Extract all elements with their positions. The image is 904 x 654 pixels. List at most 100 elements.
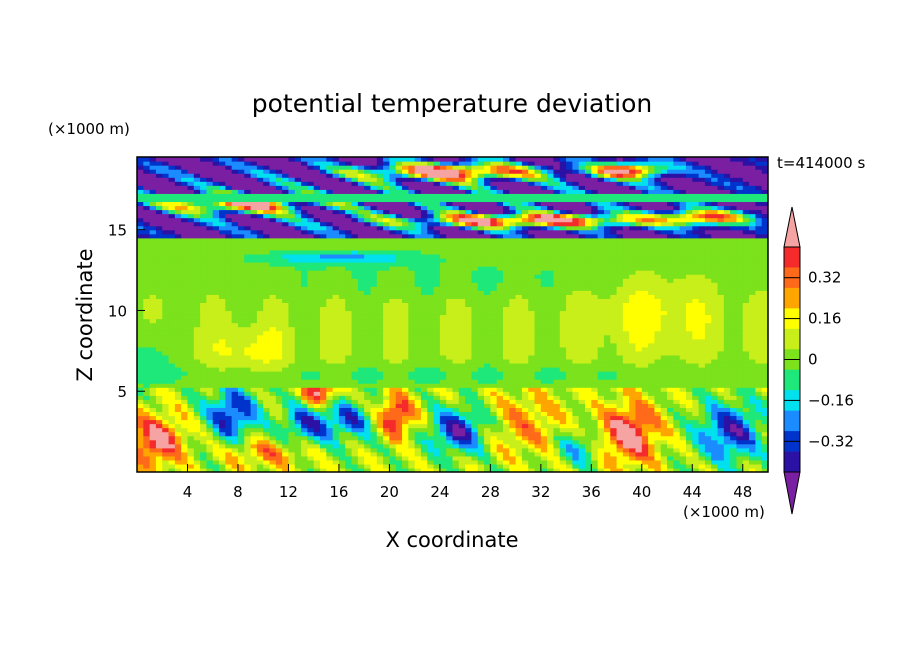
contour-cell xyxy=(502,346,510,352)
contour-cell xyxy=(547,407,555,413)
contour-cell xyxy=(446,298,454,303)
contour-cell xyxy=(237,447,245,453)
contour-cell xyxy=(484,342,491,348)
contour-cell xyxy=(395,274,403,279)
contour-cell xyxy=(755,439,763,445)
contour-cell xyxy=(414,435,422,441)
contour-cell xyxy=(193,282,201,287)
contour-cell xyxy=(137,423,144,429)
contour-cell xyxy=(275,286,283,291)
contour-cell xyxy=(402,322,409,328)
contour-cell xyxy=(553,439,561,445)
contour-cell xyxy=(616,286,624,291)
contour-cell xyxy=(168,383,176,388)
contour-cell xyxy=(326,322,334,328)
contour-cell xyxy=(667,294,674,299)
contour-cell xyxy=(427,439,435,445)
contour-cell xyxy=(275,367,283,372)
contour-cell xyxy=(534,371,542,376)
contour-cell xyxy=(534,314,542,320)
contour-cell xyxy=(616,459,624,465)
contour-cell xyxy=(294,463,302,469)
contour-cell xyxy=(749,298,756,303)
contour-cell xyxy=(540,274,548,279)
contour-cell xyxy=(515,358,523,364)
contour-cell xyxy=(162,427,170,433)
contour-cell xyxy=(553,407,561,413)
contour-cell xyxy=(414,395,422,400)
contour-cell xyxy=(496,358,504,364)
contour-cell xyxy=(521,395,529,400)
contour-cell xyxy=(206,302,214,308)
contour-cell xyxy=(704,282,712,287)
contour-cell xyxy=(181,306,189,312)
contour-cell xyxy=(585,443,592,449)
contour-cell xyxy=(294,362,302,368)
contour-cell xyxy=(673,326,681,332)
contour-cell xyxy=(420,423,428,429)
contour-cell xyxy=(420,431,428,437)
contour-cell xyxy=(585,447,592,453)
contour-cell xyxy=(370,362,378,368)
contour-cell xyxy=(326,326,334,332)
contour-cell xyxy=(597,294,605,299)
contour-cell xyxy=(629,282,637,287)
contour-cell xyxy=(730,322,738,328)
contour-cell xyxy=(439,387,447,392)
contour-cell xyxy=(263,314,271,320)
contour-cell xyxy=(616,318,624,324)
contour-cell xyxy=(749,383,756,388)
contour-cell xyxy=(288,391,296,396)
contour-cell xyxy=(200,455,208,461)
contour-cell xyxy=(578,367,586,372)
contour-cell xyxy=(452,391,460,396)
contour-cell xyxy=(332,451,340,457)
contour-cell xyxy=(679,371,687,376)
contour-cell xyxy=(761,322,768,328)
contour-cell xyxy=(181,342,189,348)
contour-cell xyxy=(692,274,700,279)
contour-cell xyxy=(698,322,706,328)
contour-cell xyxy=(439,350,447,356)
contour-cell xyxy=(540,342,548,348)
contour-cell xyxy=(193,403,201,408)
contour-cell xyxy=(351,322,359,328)
contour-cell xyxy=(622,274,630,279)
contour-cell xyxy=(597,447,605,453)
contour-cell xyxy=(622,310,630,316)
contour-cell xyxy=(288,350,296,356)
contour-cell xyxy=(219,391,226,396)
contour-cell xyxy=(648,346,656,352)
contour-cell xyxy=(465,358,473,364)
contour-cell xyxy=(641,383,649,388)
contour-cell xyxy=(332,362,340,368)
contour-cell xyxy=(212,407,220,413)
contour-cell xyxy=(275,290,283,295)
contour-cell xyxy=(193,326,201,332)
contour-cell xyxy=(269,354,277,360)
contour-cell xyxy=(256,310,264,316)
contour-cell xyxy=(711,411,719,417)
contour-cell xyxy=(364,334,372,340)
contour-cell xyxy=(547,354,555,360)
contour-cell xyxy=(433,447,441,453)
contour-cell xyxy=(521,451,529,457)
contour-cell xyxy=(351,354,359,360)
contour-cell xyxy=(477,383,485,388)
contour-cell xyxy=(313,427,321,433)
contour-cell xyxy=(648,298,656,303)
contour-cell xyxy=(137,274,144,279)
contour-cell xyxy=(181,290,189,295)
contour-cell xyxy=(414,415,422,421)
contour-cell xyxy=(168,391,176,396)
contour-cell xyxy=(143,354,151,360)
contour-cell xyxy=(761,338,768,344)
contour-cell xyxy=(679,350,687,356)
contour-cell xyxy=(332,447,340,453)
contour-cell xyxy=(698,423,706,429)
contour-cell xyxy=(591,431,599,437)
contour-cell xyxy=(162,290,170,295)
contour-cell xyxy=(174,379,182,384)
contour-cell xyxy=(698,270,706,275)
contour-cell xyxy=(427,338,435,344)
